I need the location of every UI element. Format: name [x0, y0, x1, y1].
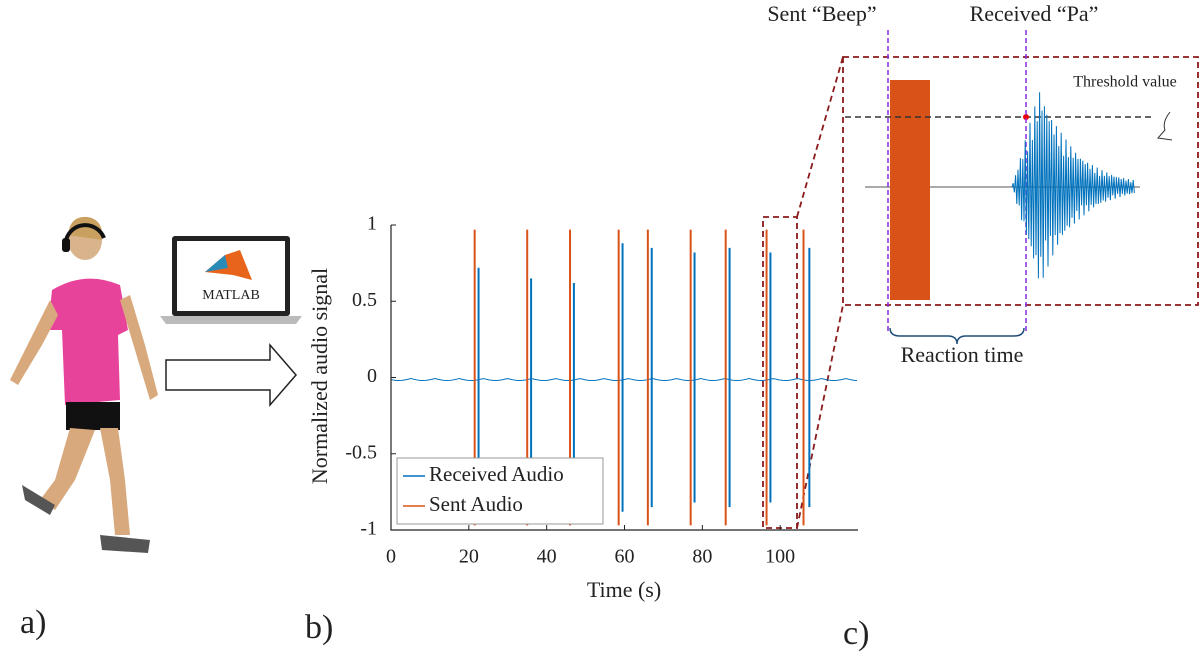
y-tick-label: 0.5 [352, 289, 377, 311]
inset-label: Threshold value [1073, 74, 1177, 91]
y-axis-label: Normalized audio signal [307, 268, 332, 484]
x-tick-label: 40 [537, 546, 557, 568]
x-tick-label: 0 [386, 546, 396, 568]
zoom-indicator [762, 56, 1199, 529]
legend-box [396, 457, 604, 525]
axis [390, 225, 858, 531]
inset-label: Sent “Beep” [767, 1, 876, 26]
panel-label: c) [843, 615, 869, 652]
y-tick-label: 1 [367, 213, 377, 235]
y-tick-label: -0.5 [345, 441, 377, 463]
inset-label: Received “Pa” [970, 1, 1099, 26]
inset-waveform [1011, 92, 1135, 279]
x-tick-label: 80 [692, 546, 712, 568]
panel-label: b) [305, 609, 333, 646]
y-tick-label: -1 [360, 518, 377, 540]
x-axis-label: Time (s) [587, 577, 661, 602]
x-tick-label: 100 [765, 546, 795, 568]
laptop-illustration [160, 236, 302, 324]
legend-label: Received Audio [429, 462, 564, 486]
inset-label: Reaction time [901, 342, 1024, 367]
person-illustration [10, 216, 158, 553]
legend-label: Sent Audio [429, 492, 523, 516]
arrow [165, 342, 297, 408]
x-tick-label: 20 [459, 546, 479, 568]
y-tick-label: 0 [367, 365, 377, 387]
x-tick-label: 60 [615, 546, 635, 568]
noise-trace [390, 377, 858, 382]
panel-label: a) [20, 604, 46, 641]
zoom-inset [845, 30, 1173, 345]
laptop-label: MATLAB [202, 288, 260, 303]
